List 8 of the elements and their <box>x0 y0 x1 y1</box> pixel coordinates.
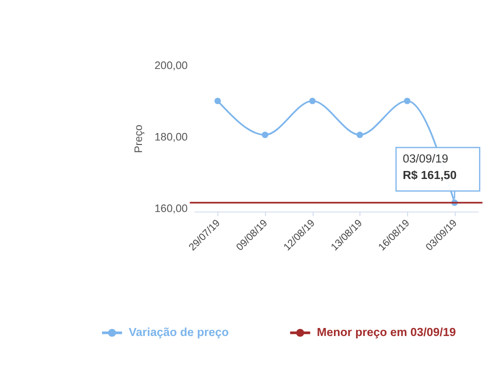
legend-label: Menor preço em 03/09/19 <box>316 326 456 340</box>
legend-label: Variação de preço <box>128 326 229 340</box>
annotation: 03/09/19 <box>402 152 448 166</box>
y-axis-title: Preço <box>132 124 145 154</box>
y-tick-label: 160,00 <box>154 202 188 215</box>
annotation: R$ 161,50 <box>402 169 458 182</box>
y-tick-label: 180,00 <box>154 131 188 144</box>
y-tick-label: 200,00 <box>154 60 188 72</box>
